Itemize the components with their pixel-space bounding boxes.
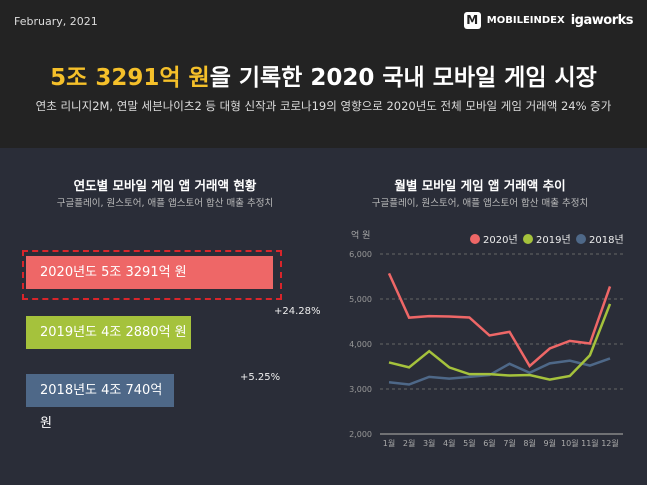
y-tick-label: 4,000 xyxy=(349,340,372,349)
highlight-box xyxy=(22,250,282,300)
line-2020년 xyxy=(387,272,612,368)
growth-2020: +24.28% xyxy=(274,306,321,317)
page-subtitle: 연초 리니지2M, 연말 세븐나이츠2 등 대형 신작과 코로나19의 영향으로… xyxy=(35,99,612,113)
legend-label: 2018년 xyxy=(589,234,624,246)
growth-2019: +5.25% xyxy=(240,372,281,383)
bar-2020년도: 2020년도 5조 3291억 원 xyxy=(26,256,273,289)
legend-marker xyxy=(470,234,480,244)
bar-2019년도: 2019년도 4조 2880억 원 xyxy=(26,316,191,349)
y-axis-label: 억 원 xyxy=(351,229,370,241)
x-tick-label: 1월 xyxy=(383,438,395,448)
x-tick-label: 10월 xyxy=(561,438,579,448)
legend-label: 2020년 xyxy=(483,234,518,246)
legend-marker xyxy=(523,234,533,244)
title-rest: 을 기록한 2020 국내 모바일 게임 시장 xyxy=(209,65,597,91)
legend-marker xyxy=(576,234,586,244)
y-tick-label: 5,000 xyxy=(349,295,372,304)
report-date: February, 2021 xyxy=(14,15,98,28)
x-tick-label: 4월 xyxy=(443,438,455,448)
x-tick-label: 12월 xyxy=(601,438,619,448)
x-tick-label: 6월 xyxy=(483,438,495,448)
bar-2018년도: 2018년도 4조 740억 원 xyxy=(26,374,174,431)
x-tick-label: 8월 xyxy=(523,438,535,448)
x-tick-label: 3월 xyxy=(423,438,435,448)
logos: M MOBILEINDEX igaworks xyxy=(463,12,634,29)
title-highlight: 5조 3291억 원 xyxy=(50,65,210,91)
left-chart-note: 구글플레이, 원스토어, 애플 앱스토어 합산 매출 추정치 xyxy=(56,198,274,209)
page-title: 5조 3291억 원을 기록한 2020 국내 모바일 게임 시장 xyxy=(0,58,647,92)
y-tick-label: 2,000 xyxy=(349,430,372,439)
right-chart-title: 월별 모바일 게임 앱 거래액 추이 xyxy=(394,178,566,193)
left-chart-title: 연도별 모바일 게임 앱 거래액 현황 xyxy=(73,178,257,193)
x-tick-label: 5월 xyxy=(463,438,475,448)
mobileindex-logo: MOBILEINDEX xyxy=(486,15,565,26)
line-2018년 xyxy=(388,357,611,386)
x-tick-label: 11월 xyxy=(581,438,599,448)
y-tick-label: 3,000 xyxy=(349,385,372,394)
igaworks-logo: igaworks xyxy=(570,13,634,28)
legend-label: 2019년 xyxy=(536,234,571,246)
x-tick-label: 2월 xyxy=(403,438,415,448)
y-tick-label: 6,000 xyxy=(349,250,372,259)
line-chart: 2,000 3,000 4,000 5,000 6,000 억 원 1월 2월 3월 4월 5월 6월… xyxy=(349,229,624,448)
mobileindex-logo-icon: M xyxy=(463,12,481,29)
line-2019년 xyxy=(388,303,612,381)
x-tick-label: 7월 xyxy=(503,438,515,448)
right-chart-note: 구글플레이, 원스토어, 애플 앱스토어 합산 매출 추정치 xyxy=(371,198,589,209)
x-tick-label: 9월 xyxy=(544,438,556,448)
